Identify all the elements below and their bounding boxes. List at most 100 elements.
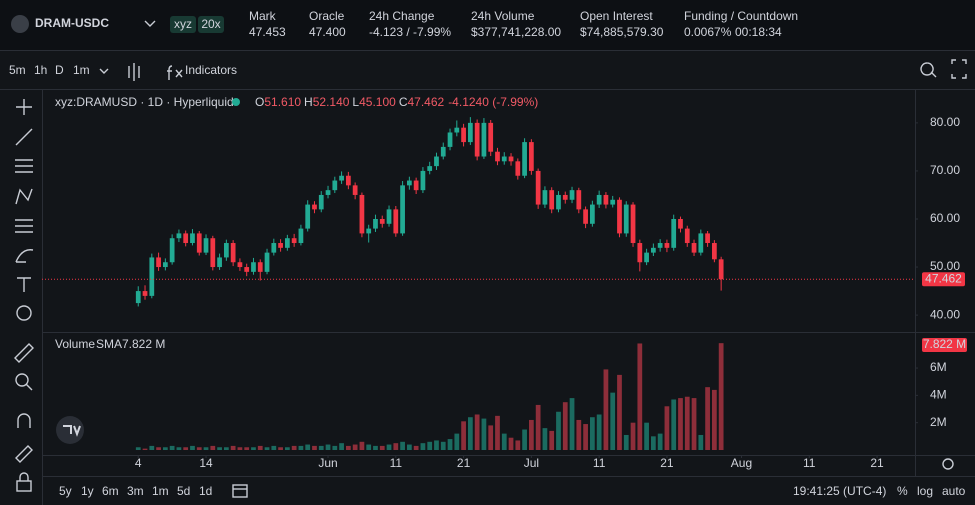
candle-body: [244, 267, 250, 272]
range[interactable]: 5y: [59, 484, 72, 498]
volume-bar: [413, 445, 419, 450]
volume-tag-label: 7.822 M: [923, 337, 966, 351]
candle-body: [623, 204, 629, 234]
volume-bar: [637, 343, 643, 450]
volume-bar: [298, 445, 304, 450]
volume-bar: [467, 417, 473, 450]
volume-bar: [718, 343, 724, 450]
volume-bar: [664, 406, 670, 450]
volume-bar: [589, 417, 595, 450]
indicators-button[interactable]: Indicators: [185, 63, 237, 77]
candle-body: [400, 185, 405, 234]
volume-value: 7.822 M: [122, 337, 165, 351]
range[interactable]: 5d: [177, 484, 190, 498]
volume-bar: [684, 396, 690, 450]
volume-bar: [264, 447, 270, 450]
volume-bar: [162, 447, 168, 450]
volume-bar: [650, 436, 656, 450]
volume-bar: [400, 441, 405, 450]
volume-bar: [705, 387, 710, 450]
ohlc-value: 47.462: [407, 95, 444, 109]
volume-bar: [528, 419, 534, 450]
candle-body: [210, 238, 216, 268]
x-tick-label: 4: [135, 456, 142, 470]
candle-body: [332, 180, 338, 191]
x-tick-label: 14: [199, 456, 213, 470]
volume-bar: [318, 445, 324, 450]
candle-body: [393, 209, 399, 234]
range[interactable]: 6m: [102, 484, 119, 498]
volume-tick-label: 4M: [930, 388, 947, 402]
scale-option[interactable]: %: [897, 484, 908, 498]
volume-bar: [474, 414, 480, 450]
range[interactable]: 1d: [199, 484, 212, 498]
candle-body: [434, 156, 439, 167]
volume-bar: [610, 392, 616, 450]
candle-body: [664, 243, 670, 248]
candle-body: [427, 166, 433, 171]
drawing-tools[interactable]: [14, 59, 967, 498]
candle-body: [264, 252, 270, 272]
range[interactable]: 1y: [81, 484, 94, 498]
symbol-dropdown[interactable]: [144, 20, 156, 27]
range[interactable]: 1m: [152, 484, 169, 498]
volume-bar: [481, 418, 487, 450]
volume-bar: [223, 447, 229, 450]
badge: [198, 16, 224, 33]
ohlc-key: H: [304, 95, 313, 109]
stat-value: -4.123 / -7.99%: [369, 25, 451, 39]
candle-body: [562, 194, 568, 200]
x-tick-label: 21: [660, 456, 674, 470]
ohlc-legend: O51.610 H52.140 L45.100 C47.462 -4.1240 (-7.…: [255, 95, 538, 109]
volume-bar: [366, 444, 372, 450]
volume-bar: [312, 445, 317, 450]
stat-label: 24h Change: [369, 9, 435, 23]
scale-option[interactable]: auto: [942, 484, 966, 498]
symbol[interactable]: DRAM-USDC: [35, 16, 109, 30]
volume-bar: [495, 415, 500, 450]
interval[interactable]: 1h: [34, 63, 47, 77]
interval[interactable]: 1m: [73, 63, 90, 77]
ohlc-key: C: [399, 95, 408, 109]
volume-bar: [562, 402, 568, 450]
candle-body: [318, 194, 324, 210]
interval-active[interactable]: D: [55, 63, 64, 77]
volume-bar: [454, 433, 460, 450]
candle-body: [217, 257, 222, 268]
volume-bar: [617, 374, 622, 450]
candle-body: [630, 204, 636, 244]
volume-bar: [325, 444, 331, 450]
candle-body: [373, 218, 378, 229]
candle-body: [712, 243, 717, 260]
stat-label: 24h Volume: [471, 9, 535, 23]
volume-bar: [230, 445, 236, 450]
scale-option[interactable]: log: [917, 484, 933, 498]
range[interactable]: 3m: [127, 484, 144, 498]
volume-bar: [488, 425, 494, 450]
candle-body: [162, 262, 168, 268]
stat-label: Oracle: [309, 9, 345, 23]
last-price-label: 47.462: [925, 271, 962, 285]
candle-body: [156, 257, 161, 268]
candle-body: [637, 243, 643, 263]
volume-bar: [576, 419, 582, 450]
ohlc-key: O: [255, 95, 264, 109]
candle-body: [345, 175, 351, 186]
volume-bar: [352, 444, 358, 450]
candle-body: [603, 194, 609, 205]
candle-body: [325, 190, 331, 195]
candle-body: [684, 228, 690, 244]
x-tick-label: 11: [390, 456, 403, 470]
stat-value: 0.0067%: [684, 25, 732, 39]
candle-body: [149, 257, 155, 296]
badge-text: xyz: [174, 17, 192, 31]
candle-body: [644, 252, 649, 263]
interval[interactable]: 5m: [9, 63, 26, 77]
tv-logo-mark: [63, 425, 81, 437]
candle-body: [366, 228, 372, 234]
volume-bar: [542, 428, 548, 450]
candle-body: [522, 142, 527, 176]
candle-body: [535, 170, 541, 205]
